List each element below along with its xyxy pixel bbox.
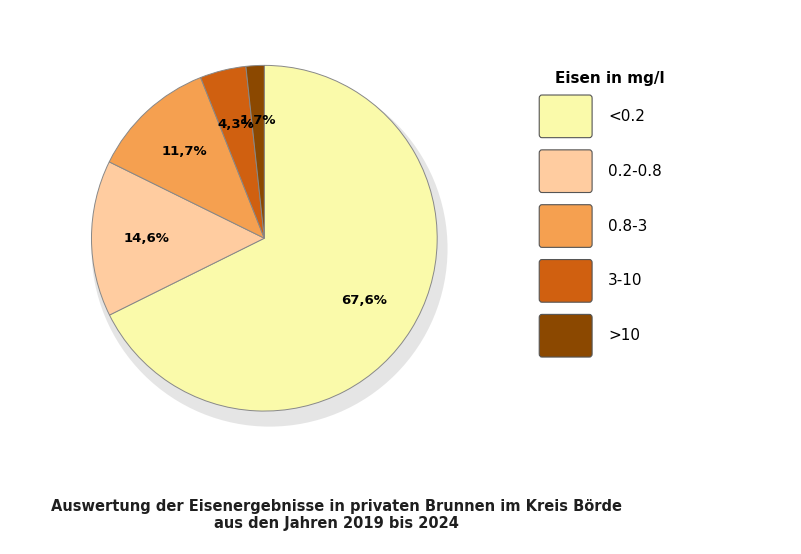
- FancyBboxPatch shape: [539, 259, 592, 302]
- Text: 1,7%: 1,7%: [239, 114, 276, 127]
- FancyBboxPatch shape: [539, 150, 592, 192]
- Text: 14,6%: 14,6%: [124, 232, 170, 245]
- Text: 4,3%: 4,3%: [218, 117, 255, 131]
- Text: 3-10: 3-10: [608, 273, 642, 289]
- Text: Auswertung der Eisenergebnisse in privaten Brunnen im Kreis Börde
aus den Jahren: Auswertung der Eisenergebnisse in privat…: [51, 499, 622, 531]
- Wedge shape: [110, 65, 437, 411]
- Wedge shape: [246, 65, 264, 238]
- Text: 0.2-0.8: 0.2-0.8: [608, 163, 662, 179]
- Wedge shape: [200, 66, 264, 238]
- Text: <0.2: <0.2: [608, 109, 645, 124]
- Wedge shape: [109, 78, 264, 238]
- Text: 11,7%: 11,7%: [162, 145, 207, 158]
- Text: 0.8-3: 0.8-3: [608, 218, 647, 234]
- Text: >10: >10: [608, 328, 640, 343]
- Text: 67,6%: 67,6%: [341, 294, 387, 307]
- FancyBboxPatch shape: [539, 204, 592, 247]
- Wedge shape: [91, 162, 264, 315]
- Ellipse shape: [91, 70, 448, 427]
- FancyBboxPatch shape: [539, 95, 592, 137]
- FancyBboxPatch shape: [539, 315, 592, 357]
- Text: Eisen in mg/l: Eisen in mg/l: [555, 70, 665, 86]
